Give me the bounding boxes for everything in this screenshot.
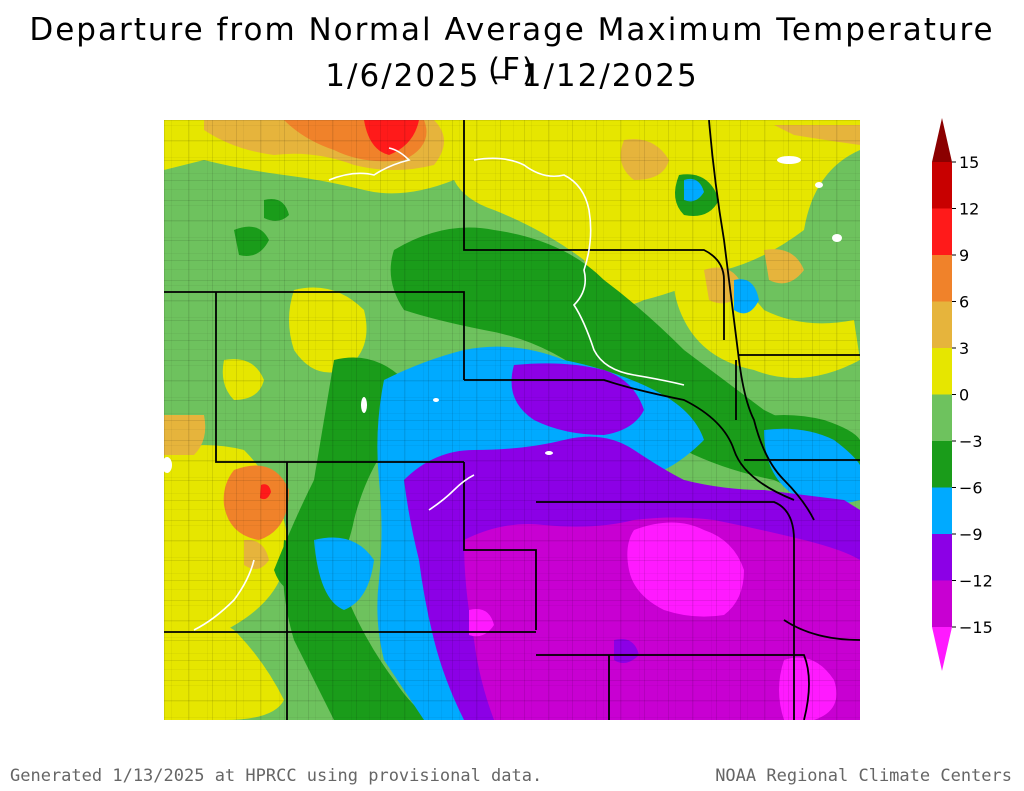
credit-label: NOAA Regional Climate Centers (715, 766, 1012, 786)
legend-tick-label: −6 (959, 479, 983, 498)
legend-swatch (932, 301, 952, 348)
legend-swatch (932, 487, 952, 534)
legend-tick-label: 15 (959, 153, 979, 172)
legend-swatch (932, 394, 952, 441)
legend-swatch (932, 255, 952, 302)
legend-tick-label: −15 (959, 618, 993, 637)
legend-swatch (932, 348, 952, 395)
legend-over-arrow (932, 118, 952, 162)
legend-tick-label: −3 (959, 432, 983, 451)
generated-note: Generated 1/13/2025 at HPRCC using provi… (10, 766, 543, 786)
legend-swatch (932, 580, 952, 627)
state-boundaries (164, 120, 860, 720)
legend-tick-label: 3 (959, 339, 969, 358)
legend-swatch (932, 534, 952, 581)
legend-tick-label: −12 (959, 572, 993, 591)
lakes (164, 156, 842, 473)
legend-swatch (932, 208, 952, 255)
legend-tick-label: 12 (959, 200, 979, 219)
legend-tick-label: 6 (959, 293, 969, 312)
legend-tick-label: 9 (959, 246, 969, 265)
legend-swatch (932, 162, 952, 209)
legend-under-arrow (932, 627, 952, 671)
legend-tick-label: −9 (959, 525, 983, 544)
map-title: Departure from Normal Average Maximum Te… (29, 12, 995, 88)
color-scale-legend: 15 12 9 6 3 0 −3 −6 −9 −12 −15 (932, 118, 993, 671)
legend-tick-label: 0 (959, 386, 969, 405)
map-date-range: 1/6/2025 – 1/12/2025 (325, 58, 699, 94)
rivers (193, 147, 685, 631)
legend-swatch (932, 441, 952, 488)
temperature-departure-map (164, 120, 860, 720)
